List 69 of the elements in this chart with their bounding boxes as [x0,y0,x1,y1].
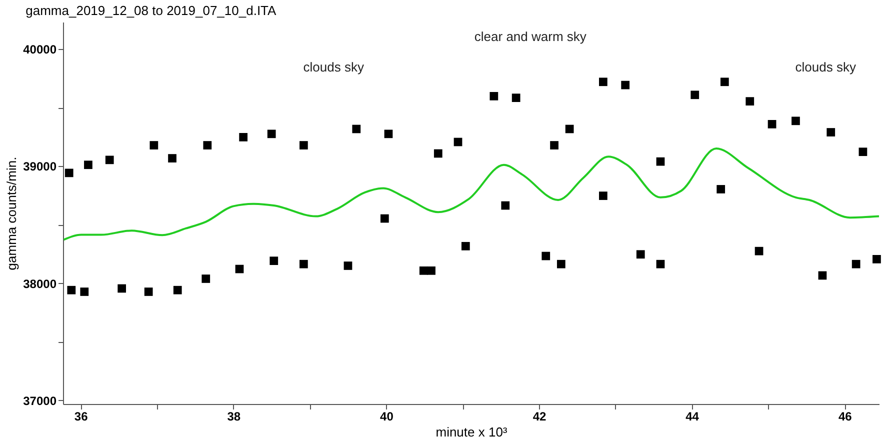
point [598,192,608,200]
point [501,201,510,210]
point [299,141,308,150]
point [64,168,74,178]
y-axis-title: gamma counts/min. [4,156,20,270]
x-tick-label: 38 [227,410,241,424]
point [419,266,428,275]
point [118,284,126,293]
point [80,288,89,296]
point [656,260,665,268]
point [173,286,182,294]
point [621,80,630,90]
point [792,116,800,126]
point [454,138,462,146]
x-tick-label: 46 [838,410,852,424]
point [720,78,729,86]
point [352,124,361,134]
point [168,154,176,162]
point [716,185,726,194]
point [490,92,498,100]
point [434,149,442,158]
point [768,120,776,128]
x-tick-label: 44 [686,410,700,424]
point [542,252,550,260]
line-series [62,148,880,241]
point [461,242,470,250]
point [858,148,868,156]
point [512,94,520,102]
x-tick-label: 40 [380,410,394,424]
x-tick-label: 42 [532,410,546,424]
x-tick-label: 36 [74,410,88,424]
point [344,262,352,270]
annotation: clouds sky [303,60,364,75]
point [299,260,308,268]
point [746,97,754,106]
point [235,264,244,274]
point [270,256,278,265]
point [550,141,558,150]
point [754,246,764,256]
y-tick-label: 40000 [23,42,57,56]
y-tick-label: 39000 [23,160,57,174]
point [852,260,860,268]
point [636,250,645,259]
point [144,288,153,296]
point [202,274,210,283]
point [384,130,393,138]
point [656,157,665,166]
y-tick-label: 38000 [23,276,57,291]
annotation: clouds sky [795,60,856,75]
x-axis-title: minute x 10³ [436,424,508,440]
point [598,78,608,86]
point [239,133,248,142]
point [150,141,158,150]
point [105,156,114,164]
point [818,271,827,280]
point [826,128,836,136]
point [427,266,436,275]
point [556,260,566,268]
y-tick-label: 37000 [23,394,57,408]
point [565,124,574,134]
point [267,130,276,138]
point [690,90,700,100]
point [872,254,881,264]
point [67,286,76,294]
annotation: clear and warm sky [474,29,587,44]
point [203,141,212,150]
chart-title: gamma_2019_12_08 to 2019_07_10_d.ITA [26,3,277,18]
point [380,214,389,223]
point [84,160,92,170]
